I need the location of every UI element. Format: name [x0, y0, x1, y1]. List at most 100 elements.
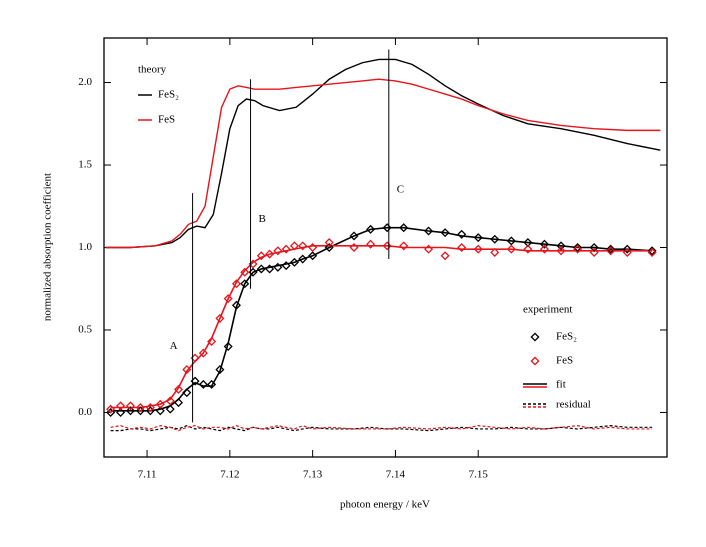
data-point	[173, 398, 184, 408]
data-point	[589, 242, 599, 253]
data-point	[556, 246, 566, 256]
data-point	[490, 234, 500, 244]
data-point	[399, 223, 409, 233]
data-point	[125, 406, 136, 416]
legend-swatch	[530, 356, 540, 366]
data-point	[231, 300, 241, 310]
data-point	[349, 242, 359, 253]
x-tick-label: 7.12	[220, 469, 239, 481]
y-tick-label: 1.0	[78, 241, 92, 253]
data-point	[231, 279, 241, 289]
data-point	[135, 402, 145, 413]
data-point	[256, 251, 266, 261]
data-point	[289, 257, 299, 267]
y-tick-label: 2.0	[78, 76, 92, 88]
legend-title: experiment	[523, 304, 572, 316]
data-point	[145, 402, 155, 413]
data-point	[473, 233, 483, 243]
data-point	[539, 244, 549, 254]
data-point	[223, 341, 233, 351]
data-point	[622, 244, 632, 254]
data-point	[473, 244, 483, 254]
data-point	[116, 407, 126, 417]
data-point	[165, 396, 175, 406]
data-point	[155, 406, 165, 416]
data-point	[539, 239, 549, 249]
data-point	[349, 231, 359, 241]
data-point	[281, 261, 291, 271]
data-point	[440, 251, 450, 261]
data-point	[289, 241, 299, 251]
x-tick-label: 7.14	[386, 469, 406, 481]
data-point	[506, 244, 516, 254]
legend-label: FeS	[158, 114, 175, 126]
data-point	[125, 401, 136, 411]
data-point	[223, 294, 233, 304]
y-tick-label: 1.5	[78, 159, 92, 171]
data-point	[308, 242, 318, 253]
data-point	[440, 228, 450, 238]
x-tick-label: 7.11	[138, 469, 157, 481]
data-point	[324, 242, 334, 253]
data-point	[506, 236, 516, 246]
data-point	[215, 313, 225, 323]
data-point	[198, 379, 208, 389]
x-tick-label: 7.15	[469, 469, 489, 481]
data-point	[308, 251, 318, 261]
data-point	[155, 399, 165, 409]
data-point	[207, 337, 217, 347]
legend-label: residual	[556, 399, 591, 411]
legend-label: FeS	[556, 355, 573, 367]
data-point	[606, 244, 616, 254]
data-point	[215, 365, 225, 375]
legend-title: theory	[138, 64, 167, 76]
annotation-label: C	[397, 183, 404, 195]
legend-label: FeS₂	[556, 331, 577, 343]
data-point	[457, 229, 467, 239]
legend-label: FeS₂	[158, 89, 179, 101]
data-point	[256, 264, 266, 274]
data-point	[366, 224, 376, 234]
annotation-label: B	[259, 213, 266, 225]
data-point	[281, 244, 291, 254]
data-point	[424, 226, 434, 236]
data-point	[173, 384, 184, 394]
data-point	[265, 249, 275, 259]
residual-line	[110, 425, 653, 432]
data-point	[165, 404, 175, 414]
data-point	[240, 267, 250, 277]
data-point	[265, 264, 275, 274]
data-point	[298, 241, 308, 251]
data-point	[424, 244, 434, 254]
y-axis-label: normalized absorption coefficient	[42, 173, 54, 321]
data-point	[106, 404, 116, 414]
data-point	[382, 223, 392, 233]
annotation-label: A	[170, 340, 178, 352]
data-point	[622, 247, 632, 257]
data-point	[382, 241, 392, 251]
y-tick-label: 0.0	[78, 406, 92, 418]
data-point	[457, 242, 467, 253]
legend-label: fit	[556, 379, 566, 391]
data-point	[556, 241, 566, 251]
data-point	[399, 241, 409, 251]
data-point	[273, 246, 283, 256]
data-point	[182, 388, 192, 398]
y-tick-label: 0.5	[78, 324, 92, 336]
data-point	[207, 379, 217, 389]
data-point	[324, 238, 334, 248]
data-point	[366, 239, 376, 249]
data-point	[606, 246, 616, 256]
data-point	[647, 247, 657, 257]
data-point	[573, 244, 583, 254]
data-point	[573, 242, 583, 253]
data-point	[273, 262, 283, 272]
data-point	[490, 247, 500, 257]
legend-swatch	[530, 332, 540, 342]
data-point	[589, 247, 599, 257]
data-point	[182, 365, 192, 375]
data-point	[240, 279, 250, 289]
data-point	[116, 401, 126, 411]
